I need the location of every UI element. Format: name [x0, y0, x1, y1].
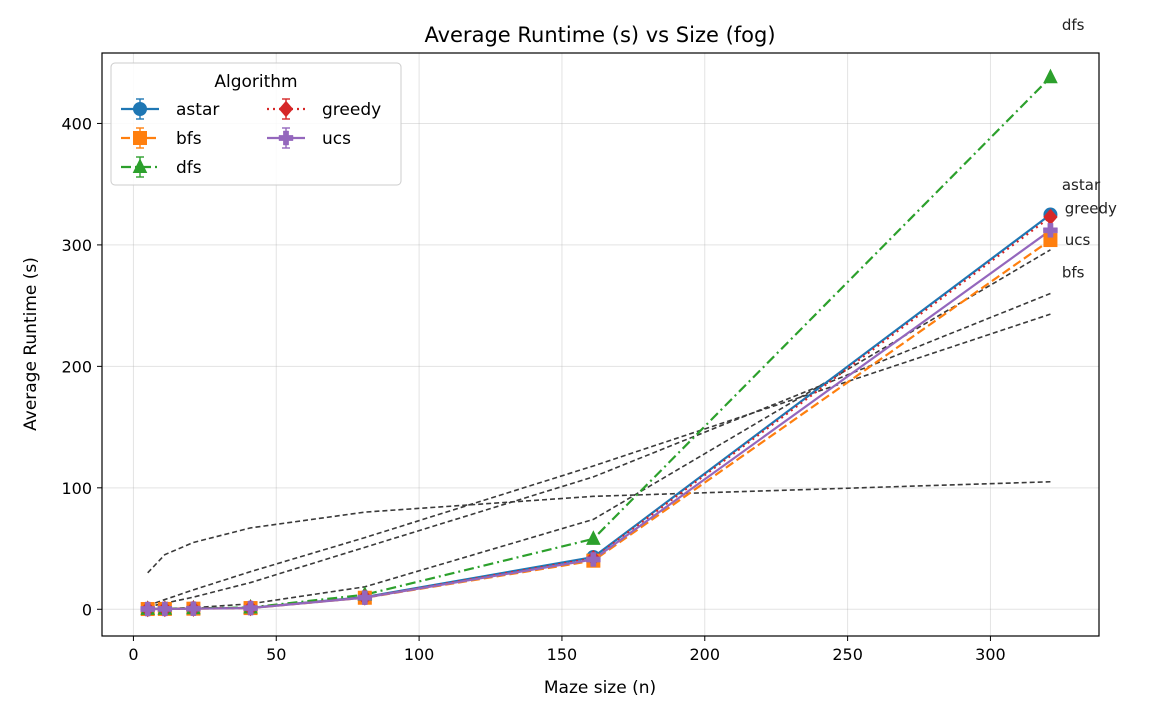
annotation-ucs: ucs — [1065, 231, 1091, 249]
x-tick-label: 100 — [404, 645, 435, 664]
chart-title: Average Runtime (s) vs Size (fog) — [424, 23, 775, 47]
annotation-astar: astar — [1062, 176, 1101, 194]
y-tick-label: 300 — [61, 236, 92, 255]
legend-label: ucs — [322, 129, 351, 149]
legend-marker — [133, 102, 147, 116]
x-tick-label: 0 — [128, 645, 138, 664]
annotation-bfs: bfs — [1062, 264, 1085, 282]
legend-item-astar: astar — [121, 98, 219, 120]
data-point-ucs — [243, 600, 258, 616]
legend-item-dfs: dfs — [121, 156, 202, 178]
legend-label: astar — [176, 100, 219, 120]
reference-curve — [147, 480, 1051, 574]
plot-frame — [101, 52, 1100, 637]
data-point-ucs — [586, 552, 601, 567]
legend-label: bfs — [176, 129, 202, 149]
x-axis-label: Maze size (n) — [544, 678, 656, 698]
x-tick-label: 200 — [689, 645, 720, 664]
y-tick-label: 200 — [61, 357, 92, 376]
data-point-ucs — [357, 590, 373, 605]
legend-marker — [278, 130, 294, 146]
legend-marker — [133, 131, 147, 145]
data-point-ucs — [140, 601, 155, 617]
annotation-dfs: dfs — [1062, 16, 1085, 34]
x-tick-label: 250 — [832, 645, 863, 664]
legend-box — [110, 62, 402, 186]
series-markers — [140, 68, 1058, 618]
legend-item-greedy: greedy — [267, 98, 381, 120]
legend-item-ucs: ucs — [267, 127, 351, 149]
axis-ticks: 0 50 100 150 200 250 300 0 100 200 300 400 — [61, 114, 1005, 664]
legend-marker — [278, 100, 294, 118]
y-tick-label: 400 — [61, 114, 92, 133]
grid — [102, 53, 1099, 636]
data-point-ucs — [157, 601, 173, 617]
x-tick-label: 50 — [266, 645, 286, 664]
y-axis-label: Average Runtime (s) — [21, 257, 41, 431]
x-tick-label: 150 — [547, 645, 578, 664]
legend-entries: astar bfs dfs greedy ucs — [121, 98, 381, 178]
y-tick-label: 0 — [82, 600, 92, 619]
data-point-dfs — [586, 530, 601, 545]
reference-curve — [147, 313, 1051, 607]
legend-label: dfs — [176, 158, 202, 178]
data-point-ucs — [1043, 223, 1058, 238]
legend-item-bfs: bfs — [121, 127, 202, 149]
legend: Algorithm astar bfs dfs greedy ucs — [110, 62, 402, 186]
legend-marker — [132, 158, 148, 173]
annotation-greedy: greedy — [1065, 199, 1117, 217]
y-tick-label: 100 — [61, 479, 92, 498]
legend-title: Algorithm — [214, 72, 297, 92]
data-point-dfs — [1043, 68, 1058, 84]
x-tick-label: 300 — [975, 645, 1006, 664]
data-point-ucs — [186, 601, 201, 616]
annotations: dfs astar greedy ucs bfs — [1062, 16, 1117, 282]
legend-label: greedy — [322, 100, 381, 120]
